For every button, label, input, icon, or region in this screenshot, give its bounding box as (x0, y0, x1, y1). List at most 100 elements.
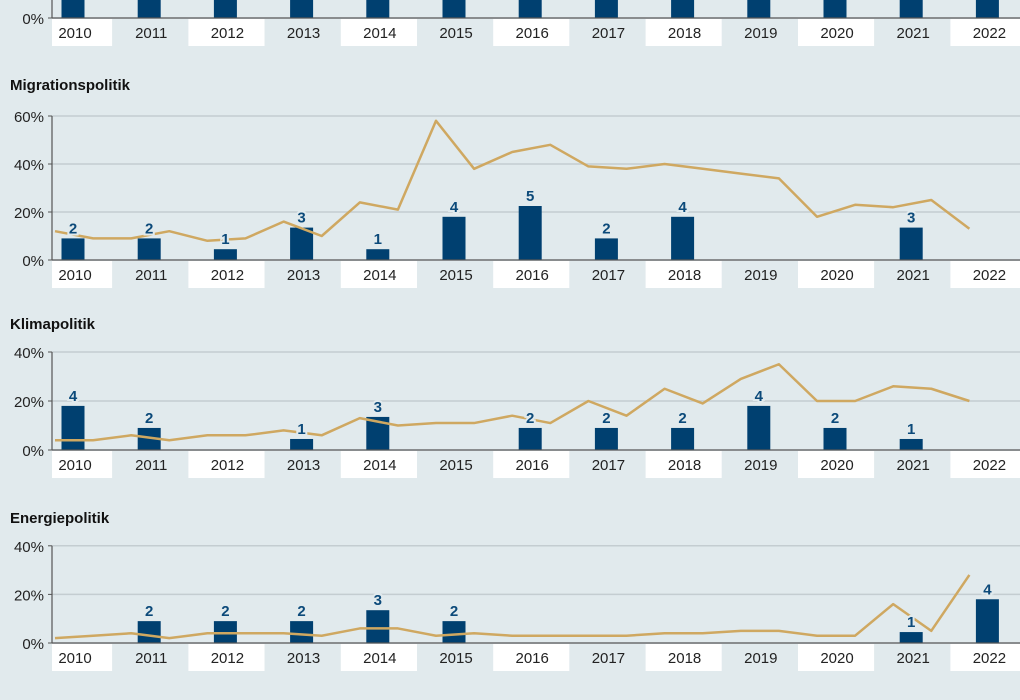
x-tick-label: 2013 (287, 25, 320, 42)
year-band (645, 19, 722, 46)
y-tick-label: 0% (22, 253, 44, 270)
bar-count-label: 2 (297, 603, 305, 620)
year-band (417, 19, 494, 46)
year-band (950, 451, 1020, 478)
bar (61, 238, 85, 260)
bar (290, 0, 314, 18)
year-band (950, 261, 1020, 288)
x-tick-label: 2019 (744, 457, 777, 474)
x-tick-label: 2010 (58, 267, 91, 284)
bar-count-label: 4 (755, 388, 764, 405)
year-band (645, 261, 722, 288)
bar (899, 438, 923, 450)
bar-count-label: 2 (602, 410, 610, 427)
bar-count-label: 2 (145, 410, 153, 427)
bar-count-label: 2 (831, 410, 839, 427)
bar-count-label: 3 (374, 592, 382, 609)
year-band (721, 644, 798, 671)
bar-count-label: 1 (907, 614, 915, 631)
year-band (493, 261, 570, 288)
x-tick-label: 2021 (897, 457, 930, 474)
share-line (54, 119, 971, 243)
bar (823, 0, 847, 18)
y-tick-label: 20% (14, 587, 44, 604)
year-band (950, 19, 1020, 46)
y-tick-label: 0% (22, 636, 44, 653)
year-band (188, 644, 265, 671)
bar (290, 227, 314, 260)
bar (594, 0, 618, 18)
y-tick-label: 40% (14, 539, 44, 556)
year-band (417, 261, 494, 288)
year-band (52, 451, 113, 478)
bar (747, 405, 771, 450)
bar-count-label: 3 (297, 210, 305, 227)
year-band (112, 644, 189, 671)
bar (290, 438, 314, 450)
bar-count-label: 4 (450, 199, 459, 216)
year-band (798, 451, 875, 478)
x-tick-label: 2019 (744, 25, 777, 42)
bar (137, 427, 161, 450)
year-band (493, 19, 570, 46)
x-tick-label: 2020 (820, 650, 853, 667)
x-tick-label: 2020 (820, 457, 853, 474)
year-band (188, 261, 265, 288)
x-tick-label: 2021 (897, 25, 930, 42)
bar (975, 0, 999, 18)
year-band (950, 644, 1020, 671)
year-band (798, 19, 875, 46)
year-band (112, 261, 189, 288)
bar (366, 416, 390, 450)
bar (137, 0, 161, 18)
bar (61, 405, 85, 450)
x-tick-label: 2022 (973, 650, 1006, 667)
bar (442, 216, 466, 260)
y-tick-label: 0% (22, 11, 44, 28)
panel-3: 2010 2011 2012 2013 2014 2015 2016 2017 2018 2019… (14, 539, 1020, 671)
year-band (874, 261, 951, 288)
x-tick-label: 2018 (668, 267, 701, 284)
x-tick-label: 2017 (592, 267, 625, 284)
x-tick-label: 2010 (58, 25, 91, 42)
x-tick-label: 2010 (58, 650, 91, 667)
bar (518, 206, 542, 260)
year-band (569, 261, 646, 288)
x-tick-label: 2014 (363, 267, 396, 284)
year-band (340, 644, 417, 671)
y-tick-label: 60% (14, 109, 44, 126)
x-tick-label: 2018 (668, 25, 701, 42)
year-band (264, 644, 341, 671)
x-tick-label: 2013 (287, 457, 320, 474)
year-band (417, 451, 494, 478)
bar (442, 0, 466, 18)
x-tick-label: 2015 (439, 457, 472, 474)
x-tick-label: 2013 (287, 650, 320, 667)
bar-count-label: 4 (678, 199, 687, 216)
year-band (798, 261, 875, 288)
x-tick-label: 2016 (516, 457, 549, 474)
year-band (112, 451, 189, 478)
x-tick-label: 2011 (135, 650, 167, 667)
y-tick-label: 20% (14, 205, 44, 222)
bar (899, 632, 923, 643)
x-tick-label: 2015 (439, 25, 472, 42)
bar-count-label: 1 (297, 421, 305, 438)
x-tick-label: 2019 (744, 267, 777, 284)
year-band (721, 19, 798, 46)
bar (442, 621, 466, 643)
y-tick-label: 0% (22, 443, 44, 460)
x-tick-label: 2017 (592, 650, 625, 667)
year-band (874, 451, 951, 478)
year-band (188, 19, 265, 46)
year-band (645, 644, 722, 671)
share-line (54, 574, 971, 640)
x-tick-label: 2011 (135, 25, 167, 42)
y-tick-label: 20% (14, 394, 44, 411)
bar-count-label: 2 (526, 410, 534, 427)
bar (213, 249, 237, 260)
x-tick-label: 2013 (287, 267, 320, 284)
x-tick-label: 2017 (592, 25, 625, 42)
year-band (417, 644, 494, 671)
